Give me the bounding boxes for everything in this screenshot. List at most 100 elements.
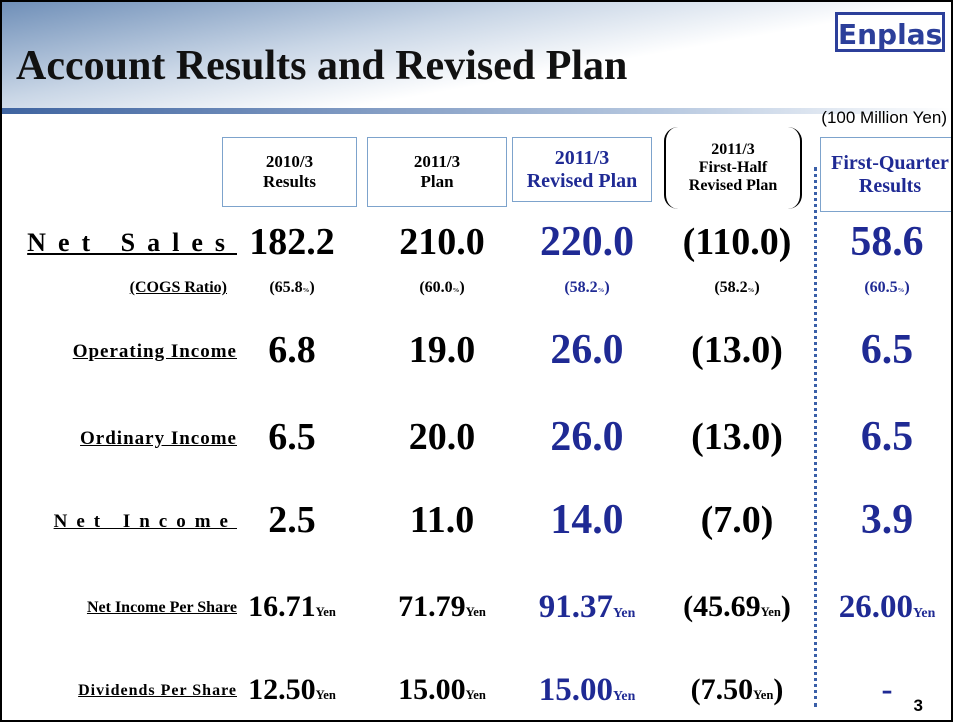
cell: 58.6 [812, 218, 951, 266]
unit: Yen [753, 688, 774, 703]
cell: 11.0 [367, 498, 517, 542]
value: 6.5 [860, 414, 914, 461]
value: ) [754, 279, 760, 297]
header-band [2, 2, 951, 114]
row-label: Dividends Per Share [78, 682, 237, 700]
value: 3.9 [860, 497, 914, 544]
header-line: Results [263, 172, 316, 191]
row-label: Net Income Per Share [86, 599, 237, 617]
cell: 16.71Yen [217, 590, 367, 624]
cell: 91.37Yen [512, 589, 662, 626]
value: ) [459, 279, 465, 297]
value: (13.0) [691, 416, 783, 459]
value: ) [604, 279, 610, 297]
value: 20.0 [408, 416, 476, 459]
row-label: Ordinary Income [80, 427, 237, 449]
unit: Yen [760, 605, 781, 620]
value: ) [904, 279, 910, 297]
value: 15.00 [538, 671, 613, 708]
unit: % [747, 287, 755, 295]
cell: 26.0 [512, 326, 662, 374]
value: (58.2 [564, 279, 598, 297]
row-label: Net Income [53, 510, 237, 532]
cell: 210.0 [367, 220, 517, 264]
header-line: 2011/3 [711, 141, 755, 158]
value: 14.0 [550, 497, 624, 544]
value: - [881, 671, 893, 708]
divider [814, 167, 817, 707]
unit: Yen [315, 688, 336, 703]
cell: 182.2 [217, 220, 367, 264]
unit: % [897, 287, 905, 295]
cell: (7.50Yen) [662, 673, 812, 707]
header-line: Revised Plan [688, 177, 778, 194]
column-header: 2010/3 Results [222, 137, 357, 207]
title: Account Results and Revised Plan [16, 43, 628, 89]
value: 182.2 [249, 221, 335, 264]
unit: % [452, 287, 460, 295]
cell: 6.5 [812, 326, 951, 374]
value: ) [309, 279, 315, 297]
unit: Yen [912, 604, 936, 620]
value: 26.0 [550, 414, 624, 461]
value: 6.8 [268, 329, 316, 372]
unit: Yen [465, 605, 486, 620]
cell: 14.0 [512, 496, 662, 544]
column-header: 2011/3 Plan [367, 137, 507, 207]
value: 11.0 [409, 499, 475, 542]
header-line: Results [858, 174, 922, 197]
cell: 6.8 [217, 328, 367, 372]
cell: (60.0%) [367, 279, 517, 297]
value: 6.5 [268, 416, 316, 459]
value: (110.0) [682, 221, 792, 264]
cell: 15.00Yen [512, 672, 662, 709]
header-line: 2011/3 [413, 152, 461, 171]
value: (45.69 [683, 590, 761, 624]
cell: 19.0 [367, 328, 517, 372]
logo: Enplas [835, 12, 945, 52]
column-header: First-Quarter Results [820, 137, 951, 212]
cell: (60.5%) [812, 279, 951, 297]
unit: % [597, 287, 605, 295]
value: (58.2 [714, 279, 748, 297]
row-label: Net Sales [27, 228, 237, 258]
value: ) [780, 590, 791, 624]
value: 58.6 [850, 219, 924, 266]
value: 71.79 [398, 590, 466, 624]
value: 91.37 [538, 588, 613, 625]
cell: 2.5 [217, 498, 367, 542]
value: (13.0) [691, 329, 783, 372]
cell: 26.0 [512, 413, 662, 461]
value: 210.0 [399, 221, 485, 264]
header-line: 2010/3 [265, 152, 314, 171]
cell: (7.0) [662, 498, 812, 542]
header-line: First-Half [698, 159, 768, 176]
unit: Yen [612, 604, 636, 620]
unit: Yen [465, 688, 486, 703]
value: (60.0 [419, 279, 453, 297]
unit: Yen [612, 687, 636, 703]
row-label: Operating Income [72, 340, 237, 362]
value: (7.50 [690, 673, 754, 707]
value: 15.00 [398, 673, 466, 707]
header-line: Revised Plan [526, 169, 638, 192]
header-line: First-Quarter [831, 151, 949, 174]
value: 220.0 [539, 219, 635, 266]
cell: (110.0) [662, 220, 812, 264]
value: 16.71 [248, 590, 316, 624]
value: 26.00 [838, 588, 913, 625]
column-header: 2011/3 First-Half Revised Plan [664, 127, 802, 209]
unit: Yen [315, 605, 336, 620]
cell: 12.50Yen [217, 673, 367, 707]
value: 12.50 [248, 673, 316, 707]
cell: 20.0 [367, 415, 517, 459]
row-label: (COGS Ratio) [129, 279, 227, 297]
cell: 220.0 [512, 218, 662, 266]
value: 26.0 [550, 327, 624, 374]
cell: (13.0) [662, 328, 812, 372]
unit-note: (100 Million Yen) [821, 108, 947, 127]
cell: (45.69Yen) [662, 590, 812, 624]
header-line: Plan [420, 172, 454, 191]
cell: (65.8%) [217, 279, 367, 297]
